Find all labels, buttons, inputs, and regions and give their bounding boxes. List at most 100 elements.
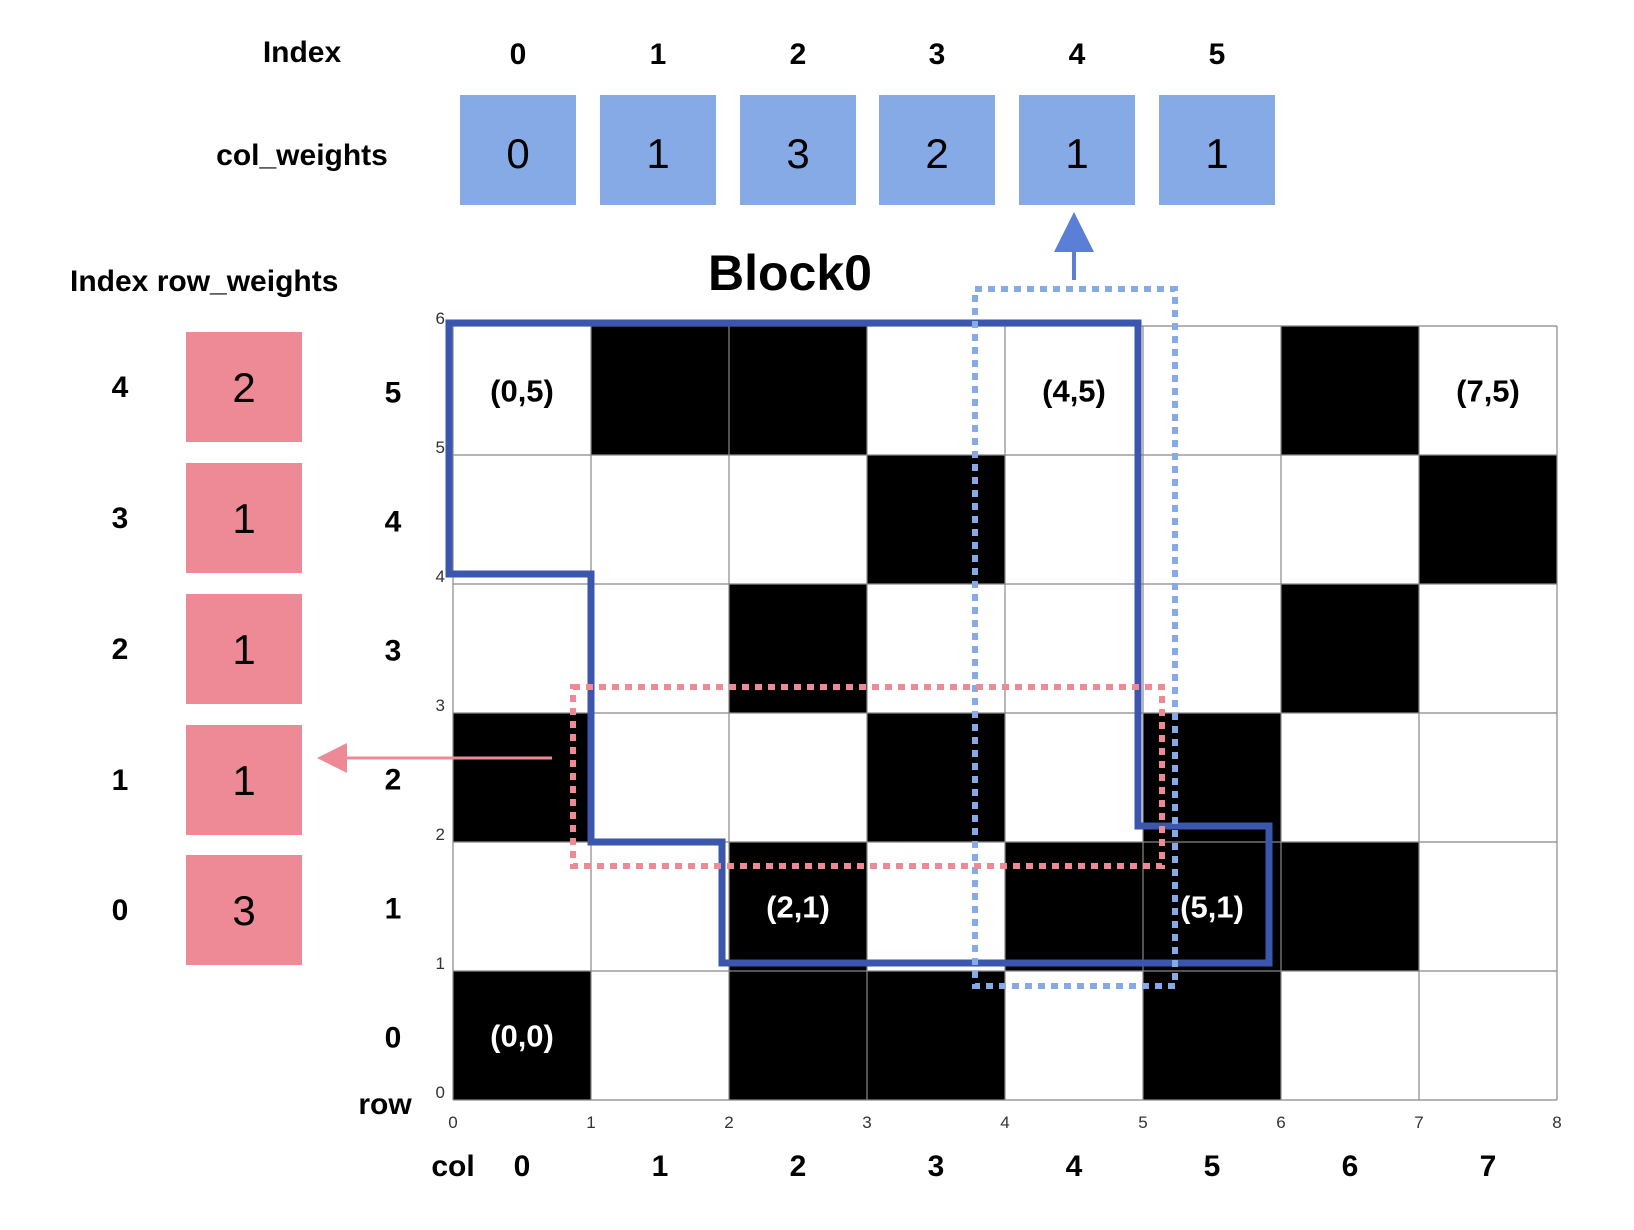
row-weight-value: 2 [232,364,255,411]
col-weight-value: 1 [1065,130,1088,177]
y-tick-label: 2 [436,825,445,844]
y-tick-label: 1 [436,954,445,973]
col-weights-label: col_weights [216,139,388,172]
dark-cell [591,326,729,455]
col-label: 0 [514,1150,531,1183]
dark-cell [867,971,1005,1100]
dark-cell [729,326,867,455]
cell-coordinate-label: (2,1) [766,890,830,925]
y-tick-label: 5 [436,438,445,457]
col-4-dotted-highlight [972,286,1178,989]
row-label: 0 [385,1022,402,1055]
dark-cell [1143,971,1281,1100]
col-weight-box [460,95,576,205]
col-weight-value: 0 [506,130,529,177]
dark-cell [1005,842,1143,971]
x-tick-label: 6 [1276,1113,1285,1132]
x-tick-label: 5 [1138,1113,1147,1132]
row-weights-header: Index row_weights [70,265,338,298]
dark-cell [1281,842,1419,971]
dark-cell [867,713,1005,842]
row-weights-array: 4 2 3 1 2 1 1 1 0 3 [112,332,302,965]
row-weight-box [186,725,302,835]
col-label: 4 [1066,1150,1083,1183]
dark-cell [867,455,1005,584]
row-index-label: 3 [112,502,129,535]
col-index-label: 3 [929,38,946,71]
x-tick-label: 3 [862,1113,871,1132]
col-weight-value: 3 [786,130,809,177]
col-index-label: 0 [510,38,527,71]
y-tick-label: 6 [436,309,445,328]
row-weight-box [186,855,302,965]
dark-cell [1143,842,1281,971]
cell-coordinate-label: (4,5) [1042,374,1106,409]
dark-cell [729,971,867,1100]
x-tick-label: 8 [1552,1113,1561,1132]
x-tick-label: 1 [586,1113,595,1132]
row-1-dotted-highlight [570,684,1165,869]
row-weight-box [186,594,302,704]
col-weight-box [879,95,995,205]
col-index-header: Index [263,36,342,69]
row-weight-box [186,463,302,573]
x-tick-label: 4 [1000,1113,1009,1132]
y-tick-label: 3 [436,696,445,715]
col-label: 5 [1204,1150,1221,1183]
grid-ticks: 0 1 2 3 4 5 6 7 8 0 1 2 3 4 5 6 [436,309,1562,1132]
y-tick-label: 0 [436,1083,445,1102]
col-axis-label: col [431,1150,474,1183]
row-index-label: 4 [112,371,129,404]
row-label: 2 [385,764,402,797]
cell-coordinate-label: (5,1) [1180,890,1244,925]
dark-cell [729,584,867,713]
col-weight-box [600,95,716,205]
block-title: Block0 [708,245,872,301]
dark-cell [1281,326,1419,455]
x-tick-label: 7 [1414,1113,1423,1132]
row-index-label: 1 [112,764,129,797]
row-weight-value: 3 [232,887,255,934]
col-label: 6 [1342,1150,1359,1183]
col-index-label: 2 [790,38,807,71]
dark-cell [453,713,591,842]
col-weight-value: 1 [646,130,669,177]
y-tick-label: 4 [436,567,445,586]
col-weight-value: 1 [1205,130,1228,177]
dark-cell [1143,713,1281,842]
row-label: 5 [385,377,402,410]
dark-cell [1419,455,1557,584]
grid-lines [452,325,1558,1101]
row-weight-value: 1 [232,757,255,804]
row-label: 1 [385,893,402,926]
cell-coordinate-label: (7,5) [1456,374,1520,409]
block0-outline [445,319,1273,967]
x-tick-label: 2 [724,1113,733,1132]
col-weight-value: 2 [925,130,948,177]
col-label: 1 [652,1150,669,1183]
col-label: 2 [790,1150,807,1183]
cell-coordinate-labels: (0,5) (4,5) (7,5) (2,1) (5,1) (0,0) [490,374,1520,1054]
cell-coordinate-label: (0,5) [490,374,554,409]
row-weight-value: 1 [232,626,255,673]
row-weight-box [186,332,302,442]
dark-cell [1281,584,1419,713]
row-index-label: 2 [112,633,129,666]
row-index-label: 0 [112,894,129,927]
col-label: 3 [928,1150,945,1183]
col-index-label: 4 [1069,38,1086,71]
col-weights-array: 0 0 1 1 2 3 3 2 4 1 5 1 [460,38,1275,205]
row-label: 4 [385,506,402,539]
col-weight-box [1159,95,1275,205]
col-weight-box [1019,95,1135,205]
cell-coordinate-label: (0,0) [490,1019,554,1054]
col-index-label: 5 [1209,38,1226,71]
row-label: 3 [385,635,402,668]
row-axis-label: row [358,1088,412,1121]
col-index-label: 1 [650,38,667,71]
dark-cell [453,971,591,1100]
x-tick-label: 0 [448,1113,457,1132]
row-weight-value: 1 [232,495,255,542]
